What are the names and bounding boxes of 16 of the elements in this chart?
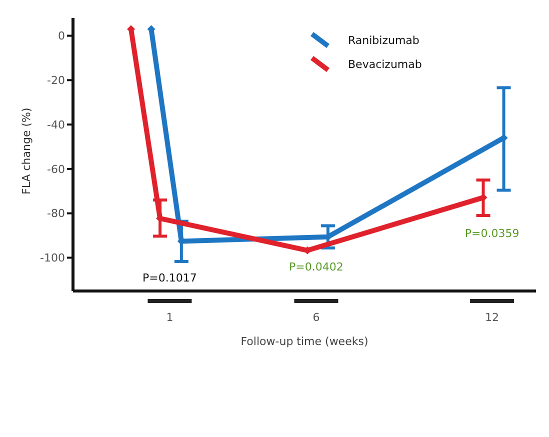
y-tick-label: -100 bbox=[40, 252, 65, 265]
y-tick-label: -40 bbox=[47, 118, 65, 132]
legend-label: Ranibizumab bbox=[348, 34, 420, 46]
y-tick-label: -80 bbox=[47, 207, 65, 220]
annotation: P=0.0402 bbox=[289, 260, 344, 274]
annotation: P=0.0359 bbox=[464, 227, 520, 240]
x-axis-title: Follow-up time (weeks) bbox=[240, 335, 368, 348]
x-tick-label: 1 bbox=[166, 311, 174, 324]
legend-label: Bevacizumab bbox=[348, 58, 422, 70]
y-tick-label: -20 bbox=[47, 74, 65, 88]
annotation: P=0.1017 bbox=[142, 272, 197, 285]
y-tick-label: 0 bbox=[58, 30, 65, 43]
y-tick-label: -60 bbox=[47, 162, 65, 176]
x-tick-label: 6 bbox=[312, 311, 320, 324]
x-tick-label: 12 bbox=[485, 311, 500, 324]
y-axis-title: FLA change (%) bbox=[20, 108, 33, 194]
